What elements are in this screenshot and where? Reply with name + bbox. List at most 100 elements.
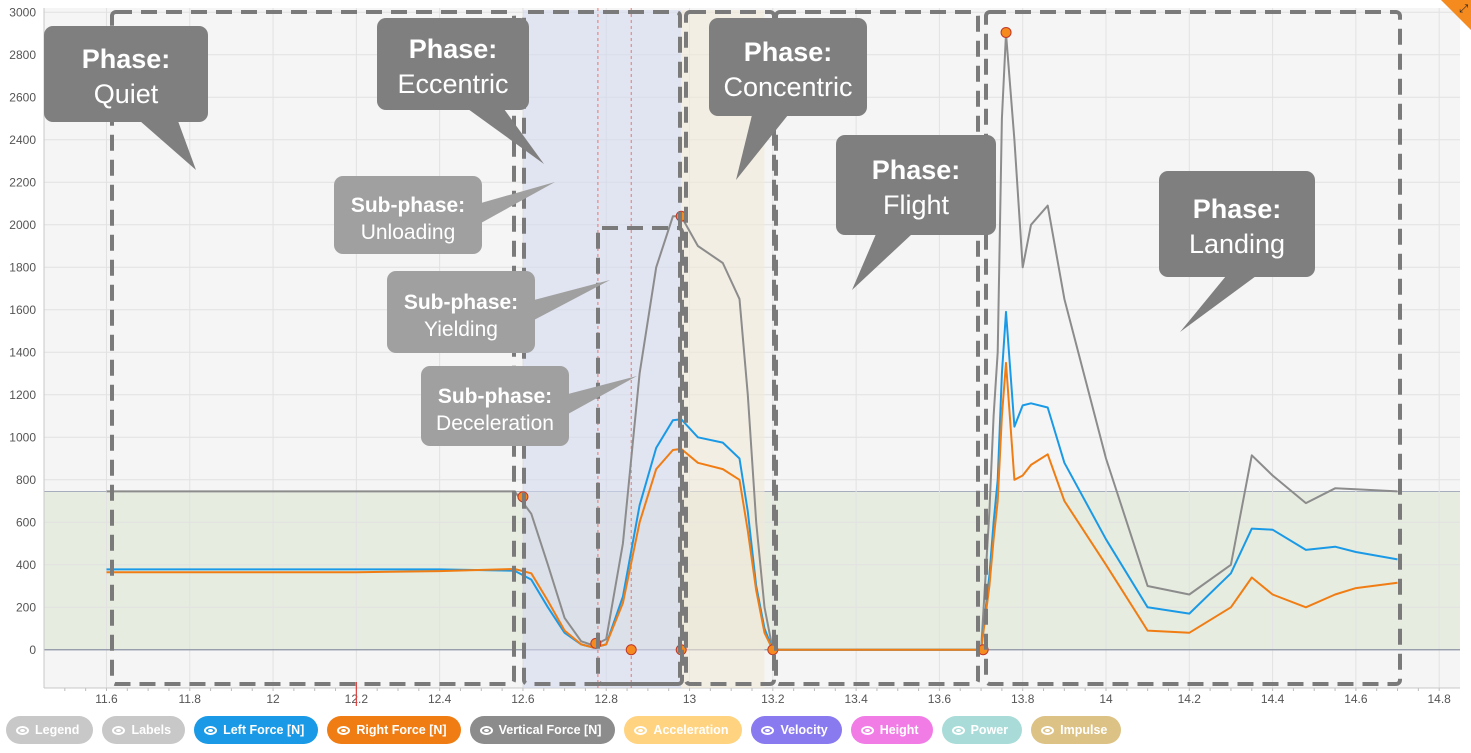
callout-subtitle: Unloading	[361, 221, 456, 244]
legend-bar: Legend Labels Left Force [N] Right Force…	[6, 715, 1122, 745]
callout-pointer	[140, 121, 196, 170]
callout-pointer	[481, 182, 555, 223]
resize-handle[interactable]	[1441, 0, 1471, 30]
eye-icon	[112, 725, 126, 735]
callout-pointer	[568, 376, 637, 414]
legend-toggle-power[interactable]: Power	[941, 716, 1023, 744]
callout-title: Sub-phase:	[404, 291, 518, 314]
x-tick-label: 13	[683, 692, 697, 706]
x-tick-label: 14.8	[1427, 692, 1451, 706]
y-tick-label: 2000	[9, 218, 36, 232]
x-tick-label: 14.4	[1261, 692, 1285, 706]
callout-box	[44, 26, 208, 122]
callout-box	[387, 271, 535, 353]
expand-icon[interactable]: ⤢	[1459, 2, 1468, 15]
phase-region-shade	[522, 10, 682, 688]
callout-title: Phase:	[872, 155, 961, 185]
y-tick-label: 1400	[9, 345, 36, 359]
callout-subtitle: Quiet	[94, 79, 159, 109]
legend-toggle-impulse[interactable]: Impulse	[1031, 716, 1122, 744]
x-tick-label: 14.2	[1178, 692, 1202, 706]
callout-box	[334, 176, 482, 254]
legend-toggle-left-force[interactable]: Left Force [N]	[194, 716, 319, 744]
callout-box	[836, 135, 996, 235]
jump-force-chart: 0 200 400 600 800 1000 1200 1400 1600 1800 2000 220…	[9, 5, 1460, 706]
eye-icon	[337, 725, 351, 735]
callout-box	[1159, 171, 1315, 277]
legend-label: Legend	[35, 723, 80, 737]
callout-subtitle: Deceleration	[436, 412, 554, 435]
callout-box	[421, 366, 569, 446]
callout-subtitle: Landing	[1189, 229, 1285, 259]
x-tick-label: 13.8	[1011, 692, 1035, 706]
callout-pointer	[736, 115, 788, 180]
phase-box	[684, 10, 776, 686]
legend-label: Velocity	[780, 723, 828, 737]
legend-toggle-velocity[interactable]: Velocity	[751, 716, 842, 744]
y-tick-label: 2400	[9, 133, 36, 147]
callout-subtitle: Concentric	[723, 72, 852, 102]
legend-toggle-acceleration[interactable]: Acceleration	[624, 716, 743, 744]
legend-label: Acceleration	[653, 723, 729, 737]
x-tick-label: 12.6	[511, 692, 535, 706]
legend-toggle-labels[interactable]: Labels	[102, 716, 186, 744]
y-tick-label: 1600	[9, 303, 36, 317]
eye-icon	[1041, 725, 1055, 735]
y-tick-label: 0	[29, 643, 36, 657]
phase-callout: Phase: Eccentric	[377, 18, 544, 164]
phase-box	[596, 226, 684, 686]
legend-toggle-right-force[interactable]: Right Force [N]	[327, 716, 461, 744]
legend-toggle-legend[interactable]: Legend	[6, 716, 94, 744]
x-tick-label: 13.6	[928, 692, 952, 706]
x-tick-label: 14.6	[1344, 692, 1368, 706]
x-tick-label: 12.8	[595, 692, 619, 706]
callout-pointer	[1180, 276, 1256, 332]
callout-title: Phase:	[82, 44, 171, 74]
callout-subtitle: Eccentric	[397, 69, 508, 99]
phase-callout: Sub-phase: Deceleration	[421, 366, 637, 446]
eye-icon	[634, 725, 648, 735]
event-point	[1000, 26, 1012, 38]
eye-icon	[860, 725, 874, 735]
callout-title: Phase:	[744, 37, 833, 67]
phase-box	[984, 10, 1402, 686]
legend-label: Height	[879, 723, 919, 737]
y-tick-label: 2800	[9, 48, 36, 62]
legend-label: Labels	[131, 723, 172, 737]
phase-callout: Phase: Landing	[1159, 171, 1315, 332]
y-tick-label: 200	[16, 600, 36, 614]
eye-icon	[951, 725, 965, 735]
phase-callout: Phase: Quiet	[44, 26, 208, 170]
x-tick-label: 11.6	[95, 692, 118, 706]
legend-toggle-vertical-force[interactable]: Vertical Force [N]	[469, 716, 616, 744]
y-tick-label: 400	[16, 558, 36, 572]
callout-subtitle: Flight	[883, 190, 950, 220]
callout-subtitle: Yielding	[424, 318, 498, 341]
x-tick-label: 13.2	[761, 692, 785, 706]
legend-toggle-height[interactable]: Height	[850, 716, 933, 744]
y-tick-label: 600	[16, 515, 36, 529]
event-point	[625, 644, 637, 656]
y-tick-label: 2200	[9, 175, 36, 189]
y-tick-label: 1200	[9, 388, 36, 402]
x-tick-label: 12	[266, 692, 280, 706]
y-tick-label: 2600	[9, 90, 36, 104]
legend-label: Impulse	[1060, 723, 1108, 737]
eye-icon	[16, 725, 29, 735]
phase-box	[774, 10, 980, 686]
callout-pointer	[852, 234, 912, 290]
x-tick-label: 11.8	[179, 692, 202, 706]
phase-callout: Sub-phase: Yielding	[387, 271, 610, 353]
legend-label: Left Force [N]	[223, 723, 305, 737]
x-tick-label: 13.4	[844, 692, 868, 706]
y-tick-label: 800	[16, 473, 36, 487]
eye-icon	[204, 725, 218, 735]
legend-label: Vertical Force [N]	[498, 723, 602, 737]
callout-box	[709, 18, 867, 116]
legend-label: Power	[970, 723, 1009, 737]
eye-icon	[761, 725, 775, 735]
x-tick-label: 12.4	[428, 692, 452, 706]
phase-callout: Phase: Flight	[836, 135, 996, 290]
callout-title: Sub-phase:	[351, 194, 465, 217]
callout-title: Phase:	[1193, 194, 1282, 224]
